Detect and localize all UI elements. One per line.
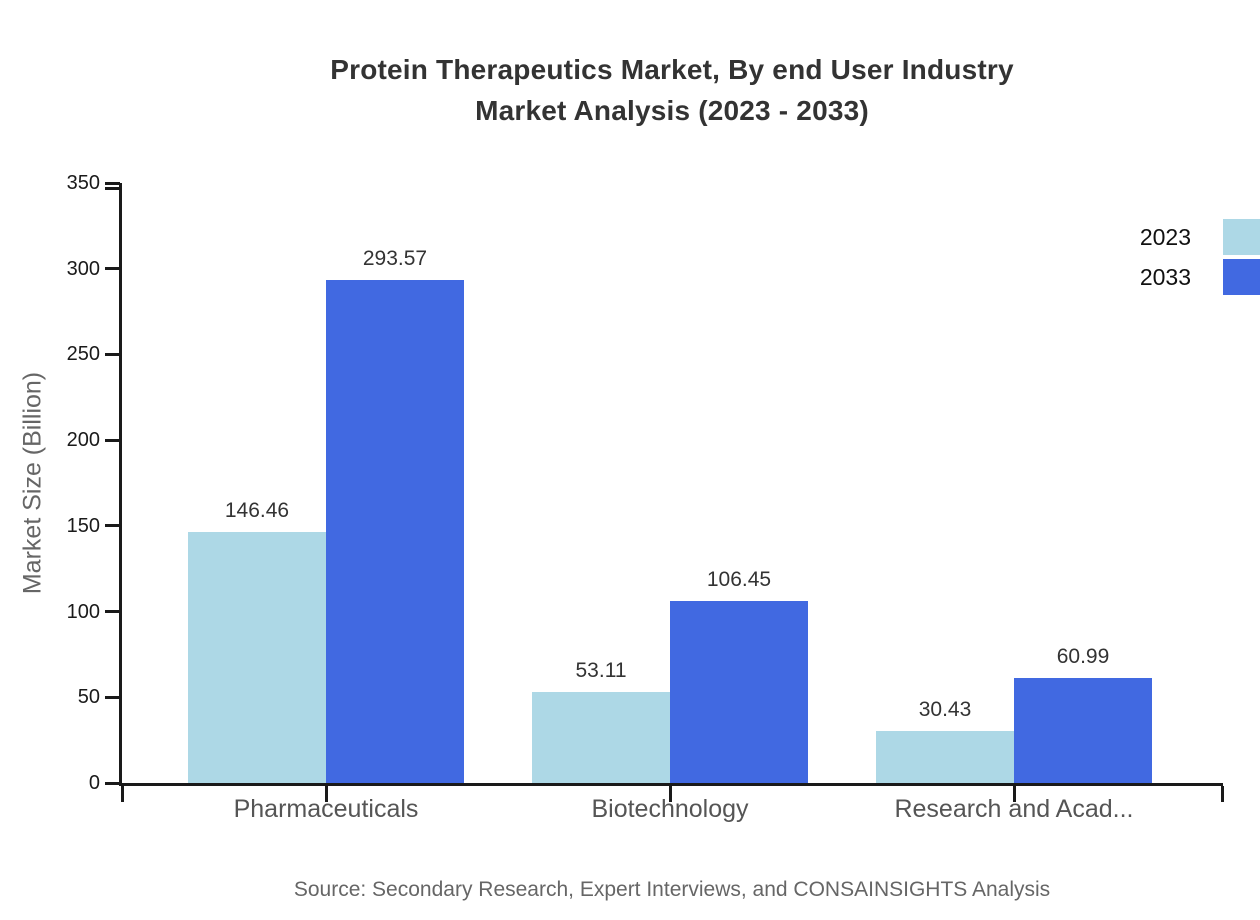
bar-2033-pharmaceuticals [326, 279, 464, 783]
x-tick-3 [1012, 786, 1016, 802]
chart-title-line2: Market Analysis (2023 - 2033) [475, 95, 869, 126]
x-tick-2 [668, 786, 672, 802]
y-axis-top-cap [105, 187, 120, 190]
y-tick-300 [105, 267, 120, 271]
category-label-2: Research and Acad... [894, 795, 1134, 823]
y-tick-label-350: 350 [66, 172, 100, 194]
legend-row-2023: 2023 [1140, 219, 1260, 255]
y-tick-100 [105, 610, 120, 614]
plot-area: 0 50 100 150 200 250 300 350 146.46 53.11 30.43 29… [67, 172, 1224, 823]
x-tick-0 [120, 786, 124, 802]
value-label-2023-research-and-acad: 30.43 [918, 697, 972, 721]
source-note: Source: Secondary Research, Expert Inter… [293, 878, 1051, 901]
bar-2023-pharmaceuticals [188, 531, 326, 783]
value-label-2023-pharmaceuticals: 146.46 [224, 498, 290, 522]
x-tick-4 [1220, 786, 1224, 802]
chart-title: Protein Therapeutics Market, By end User… [122, 49, 1222, 131]
value-label-2033-pharmaceuticals: 293.57 [362, 246, 428, 270]
legend-swatch-2033 [1223, 259, 1260, 295]
legend-swatch-2023 [1223, 219, 1260, 255]
x-axis-line [119, 783, 1223, 786]
y-tick-label-150: 150 [66, 514, 100, 537]
bar-2023-biotechnology [532, 691, 670, 783]
legend-row-2033: 2033 [1140, 259, 1260, 295]
legend-label-2023: 2023 [1139, 223, 1191, 250]
y-tick-200 [105, 438, 120, 442]
y-tick-label-250: 250 [66, 343, 100, 366]
value-label-2033-biotechnology: 106.45 [706, 567, 772, 591]
bar-2033-research-and-acad [1014, 678, 1152, 783]
value-label-2033-research-and-acad: 60.99 [1056, 645, 1110, 669]
y-tick-label-200: 200 [66, 429, 100, 452]
y-tick-label-100: 100 [66, 600, 100, 623]
category-label-0: Pharmaceuticals [233, 795, 419, 823]
y-tick-label-0: 0 [88, 772, 100, 794]
value-label-2023-biotechnology: 53.11 [575, 658, 627, 682]
category-label-1: Biotechnology [591, 795, 749, 823]
y-tick-150 [105, 524, 120, 528]
y-axis-line [119, 183, 122, 783]
y-tick-250 [105, 352, 120, 356]
y-tick-350 [105, 181, 120, 185]
y-tick-label-300: 300 [66, 257, 100, 280]
bar-2033-biotechnology [670, 600, 808, 783]
y-tick-label-50: 50 [77, 686, 100, 709]
legend: 2023 2033 [1140, 219, 1260, 299]
y-tick-50 [105, 695, 120, 699]
legend-label-2033: 2033 [1139, 263, 1191, 290]
x-tick-1 [324, 786, 328, 802]
chart-title-line1: Protein Therapeutics Market, By end User… [330, 54, 1014, 85]
y-tick-0 [105, 781, 120, 785]
bar-2023-research-and-acad [876, 730, 1014, 783]
y-axis-title: Market Size (Billion) [18, 371, 47, 595]
